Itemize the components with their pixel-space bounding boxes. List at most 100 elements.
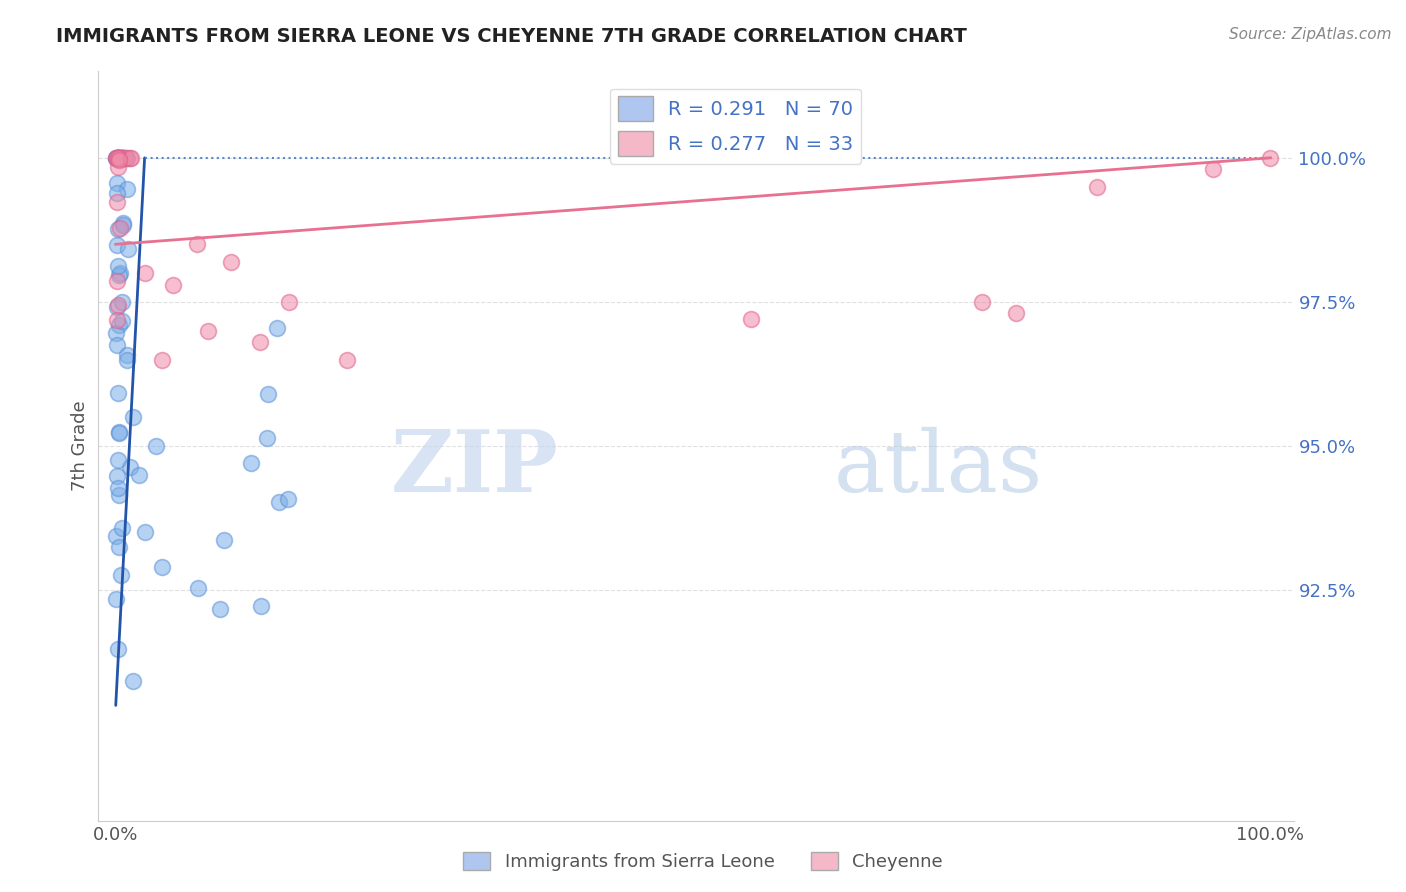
Point xyxy=(107,151,129,165)
Point xyxy=(105,274,128,288)
Legend: Immigrants from Sierra Leone, Cheyenne: Immigrants from Sierra Leone, Cheyenne xyxy=(456,845,950,879)
Point xyxy=(108,425,131,439)
Point xyxy=(115,182,138,196)
Point xyxy=(128,467,150,482)
Point xyxy=(108,151,131,165)
Point xyxy=(107,385,129,400)
Point xyxy=(107,151,129,165)
Point xyxy=(111,151,134,165)
Point xyxy=(107,298,129,312)
Point xyxy=(118,460,141,475)
Point xyxy=(266,321,288,335)
Point xyxy=(197,324,219,338)
Point xyxy=(1260,151,1282,165)
Point xyxy=(117,352,139,367)
Point xyxy=(970,294,993,309)
Point xyxy=(219,254,242,268)
Point xyxy=(267,494,290,508)
Point xyxy=(120,151,142,165)
Point xyxy=(112,151,135,165)
Point xyxy=(115,151,138,165)
Point xyxy=(115,151,138,165)
Point xyxy=(249,599,271,613)
Point xyxy=(1005,306,1028,320)
Point xyxy=(186,237,208,252)
Point xyxy=(150,559,173,574)
Point xyxy=(336,352,359,367)
Point xyxy=(110,151,132,165)
Point xyxy=(107,153,129,167)
Point xyxy=(212,533,235,548)
Point xyxy=(108,318,131,333)
Point xyxy=(111,151,134,165)
Point xyxy=(209,601,232,615)
Point xyxy=(107,151,129,165)
Point xyxy=(134,525,156,540)
Point xyxy=(105,186,128,200)
Point xyxy=(117,242,139,256)
Point xyxy=(1085,179,1108,194)
Point xyxy=(110,314,132,328)
Text: atlas: atlas xyxy=(834,427,1042,510)
Point xyxy=(107,151,129,165)
Point xyxy=(107,481,129,495)
Point xyxy=(107,151,129,165)
Point xyxy=(108,540,131,554)
Point xyxy=(108,151,131,165)
Point xyxy=(105,151,128,165)
Point xyxy=(105,313,128,327)
Point xyxy=(187,581,209,595)
Point xyxy=(150,352,173,367)
Point xyxy=(110,294,132,309)
Point xyxy=(111,151,134,165)
Point xyxy=(105,326,128,340)
Text: IMMIGRANTS FROM SIERRA LEONE VS CHEYENNE 7TH GRADE CORRELATION CHART: IMMIGRANTS FROM SIERRA LEONE VS CHEYENNE… xyxy=(56,27,967,45)
Point xyxy=(108,151,131,165)
Point xyxy=(112,151,135,165)
Point xyxy=(105,469,128,483)
Point xyxy=(105,151,128,165)
Point xyxy=(107,151,129,165)
Text: ZIP: ZIP xyxy=(391,426,558,510)
Point xyxy=(256,431,278,445)
Point xyxy=(105,529,128,543)
Point xyxy=(108,266,131,280)
Point xyxy=(120,151,142,165)
Point xyxy=(107,259,129,273)
Point xyxy=(112,219,135,233)
Point xyxy=(239,456,262,470)
Point xyxy=(110,567,132,582)
Point xyxy=(162,277,184,292)
Point xyxy=(108,151,131,165)
Point xyxy=(108,151,131,165)
Point xyxy=(107,488,129,502)
Point xyxy=(107,453,129,467)
Point xyxy=(107,222,129,236)
Point xyxy=(111,216,134,230)
Point xyxy=(104,151,127,165)
Point xyxy=(105,177,128,191)
Point xyxy=(107,268,129,282)
Point xyxy=(115,347,138,361)
Point xyxy=(122,673,145,688)
Point xyxy=(1202,162,1225,177)
Point xyxy=(105,194,128,209)
Point xyxy=(122,410,145,425)
Point xyxy=(278,294,301,309)
Point xyxy=(108,151,131,165)
Point xyxy=(111,521,134,535)
Point xyxy=(105,151,128,165)
Point xyxy=(107,151,129,165)
Point xyxy=(105,300,128,314)
Point xyxy=(107,426,129,441)
Legend: R = 0.291   N = 70, R = 0.277   N = 33: R = 0.291 N = 70, R = 0.277 N = 33 xyxy=(610,88,862,164)
Point xyxy=(256,386,278,401)
Point xyxy=(277,492,299,507)
Point xyxy=(107,338,129,352)
Point xyxy=(108,221,131,235)
Point xyxy=(105,238,128,252)
Point xyxy=(134,266,156,280)
Point xyxy=(740,312,762,326)
Text: Source: ZipAtlas.com: Source: ZipAtlas.com xyxy=(1229,27,1392,42)
Point xyxy=(110,151,132,165)
